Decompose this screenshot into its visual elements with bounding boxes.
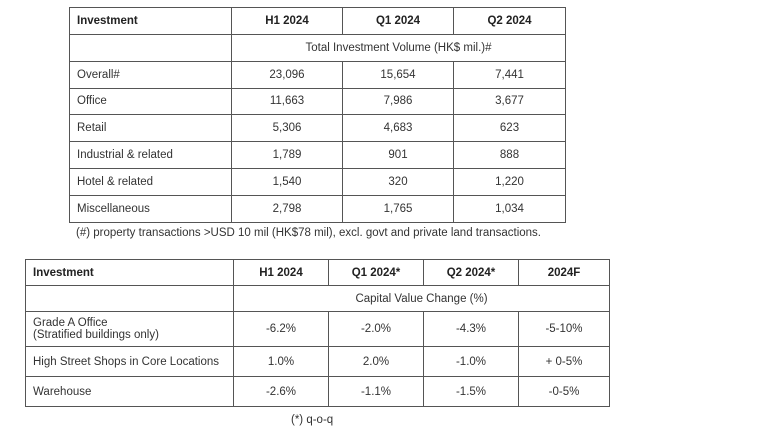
row-label: Office bbox=[69, 87, 232, 116]
table1-subheader: Total Investment Volume (HK$ mil.)# bbox=[231, 33, 566, 62]
row-label: Miscellaneous bbox=[69, 194, 232, 223]
cell-value: 1.0% bbox=[233, 346, 329, 377]
cell-value: 901 bbox=[342, 141, 454, 169]
table-row: Warehouse -2.6% -1.1% -1.5% -0-5% bbox=[25, 376, 610, 407]
table1-header-h1-2024: H1 2024 bbox=[231, 7, 343, 35]
table-row: Grade A Office (Stratified buildings onl… bbox=[25, 311, 610, 347]
cell-value: -1.1% bbox=[328, 376, 424, 407]
cell-value: 4,683 bbox=[342, 114, 454, 143]
row-label: Overall# bbox=[69, 60, 232, 89]
cell-value: 11,663 bbox=[231, 87, 343, 116]
cell-value: 2.0% bbox=[328, 346, 424, 377]
row-label: Grade A Office (Stratified buildings onl… bbox=[25, 311, 234, 347]
cell-value: -4.3% bbox=[423, 311, 519, 347]
table-row: Industrial & related 1,789 901 888 bbox=[69, 141, 566, 169]
cell-value: 7,986 bbox=[342, 87, 454, 116]
table1-subheader-blank bbox=[69, 33, 232, 62]
cell-value: 7,441 bbox=[453, 60, 566, 89]
table1-header-q1-2024: Q1 2024 bbox=[342, 7, 454, 35]
cell-value: -6.2% bbox=[233, 311, 329, 347]
row-label: Retail bbox=[69, 114, 232, 143]
cell-value: 1,540 bbox=[231, 167, 343, 196]
cell-value: 623 bbox=[453, 114, 566, 143]
cell-value: 23,096 bbox=[231, 60, 343, 89]
cell-value: 15,654 bbox=[342, 60, 454, 89]
row-label-line1: Grade A Office bbox=[33, 317, 108, 329]
cell-value: 5,306 bbox=[231, 114, 343, 143]
cell-value: + 0-5% bbox=[518, 346, 610, 377]
cell-value: 1,034 bbox=[453, 194, 566, 223]
table2-subheader: Capital Value Change (%) bbox=[233, 285, 610, 312]
cell-value: 1,220 bbox=[453, 167, 566, 196]
table-row: Overall# 23,096 15,654 7,441 bbox=[69, 60, 566, 89]
table2-header-2024f: 2024F bbox=[518, 259, 610, 286]
table-row: Miscellaneous 2,798 1,765 1,034 bbox=[69, 194, 566, 223]
table2-subheader-blank bbox=[25, 285, 234, 312]
cell-value: -5-10% bbox=[518, 311, 610, 347]
cell-value: -0-5% bbox=[518, 376, 610, 407]
row-label: Industrial & related bbox=[69, 141, 232, 169]
row-label-line2: (Stratified buildings only) bbox=[33, 329, 159, 341]
cell-value: -2.6% bbox=[233, 376, 329, 407]
row-label: Hotel & related bbox=[69, 167, 232, 196]
cell-value: 3,677 bbox=[453, 87, 566, 116]
table-row: High Street Shops in Core Locations 1.0%… bbox=[25, 346, 610, 377]
table2-header-q2-2024: Q2 2024* bbox=[423, 259, 519, 286]
cell-value: 2,798 bbox=[231, 194, 343, 223]
table2-header-h1-2024: H1 2024 bbox=[233, 259, 329, 286]
capital-value-table: Investment H1 2024 Q1 2024* Q2 2024* 202… bbox=[25, 259, 610, 407]
table2-header-investment: Investment bbox=[25, 259, 234, 286]
table1-header-investment: Investment bbox=[69, 7, 232, 35]
row-label: Warehouse bbox=[25, 376, 234, 407]
cell-value: -1.0% bbox=[423, 346, 519, 377]
table-row: Office 11,663 7,986 3,677 bbox=[69, 87, 566, 116]
table-row: Retail 5,306 4,683 623 bbox=[69, 114, 566, 143]
table1-header-q2-2024: Q2 2024 bbox=[453, 7, 566, 35]
cell-value: 888 bbox=[453, 141, 566, 169]
investment-volume-table: Investment H1 2024 Q1 2024 Q2 2024 Total… bbox=[69, 7, 566, 223]
table-row: Hotel & related 1,540 320 1,220 bbox=[69, 167, 566, 196]
table1-footnote: (#) property transactions >USD 10 mil (H… bbox=[76, 227, 541, 239]
cell-value: -2.0% bbox=[328, 311, 424, 347]
cell-value: 1,765 bbox=[342, 194, 454, 223]
table2-footnote: (*) q-o-q bbox=[291, 414, 334, 426]
table2-header-q1-2024: Q1 2024* bbox=[328, 259, 424, 286]
cell-value: 1,789 bbox=[231, 141, 343, 169]
row-label: High Street Shops in Core Locations bbox=[25, 346, 234, 377]
cell-value: 320 bbox=[342, 167, 454, 196]
cell-value: -1.5% bbox=[423, 376, 519, 407]
